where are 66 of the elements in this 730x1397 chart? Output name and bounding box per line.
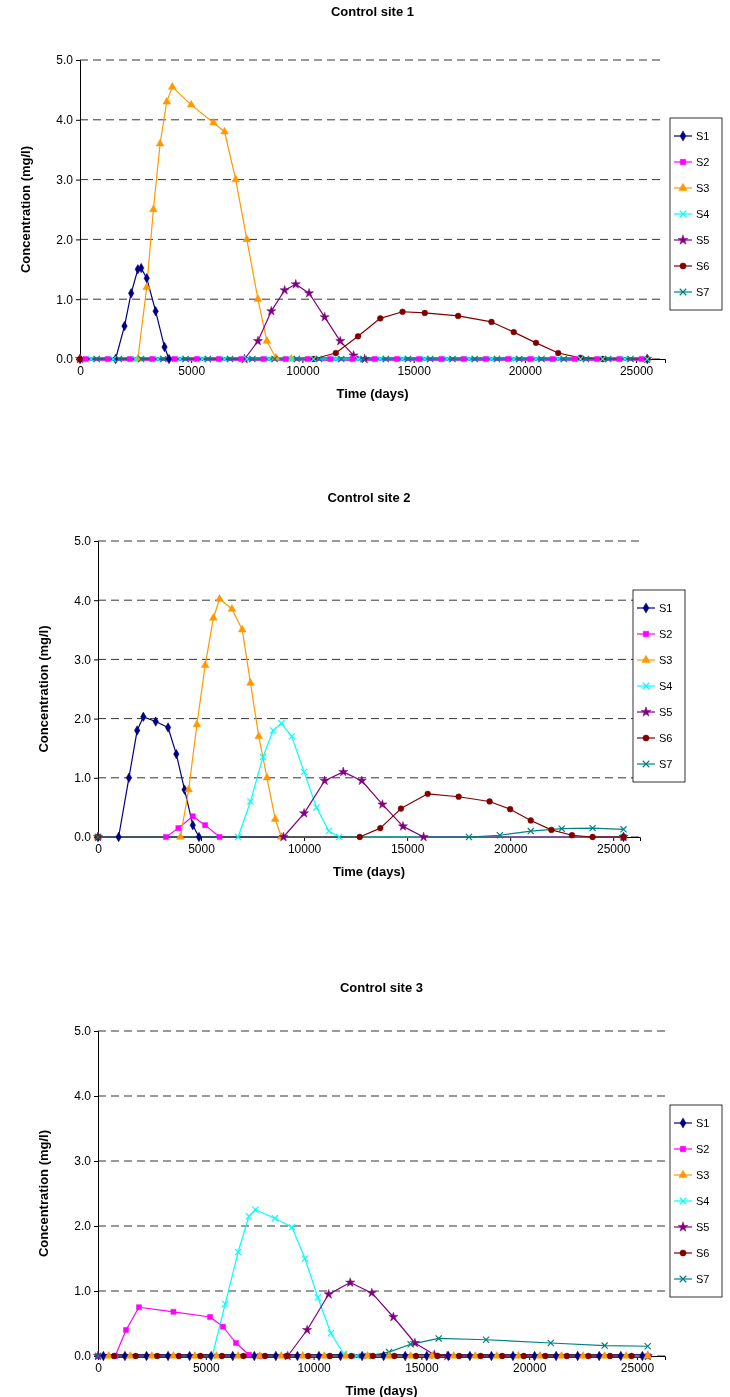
- y-tick-label: 1.0: [74, 1284, 92, 1299]
- y-tick-label: 2.0: [74, 711, 92, 726]
- x-tick-label: 5000: [188, 841, 216, 856]
- legend-label: S7: [696, 286, 710, 298]
- x-tick-label: 15000: [390, 841, 425, 856]
- legend-label: S6: [696, 260, 710, 272]
- legend-label: S1: [696, 130, 710, 142]
- chart-title: Control site 3: [339, 980, 424, 995]
- y-axis-title: Concentration (mg/l): [36, 625, 51, 753]
- legend-label: S3: [659, 654, 673, 666]
- x-tick-label: 15000: [397, 363, 432, 378]
- y-tick-label: 5.0: [74, 1024, 92, 1039]
- chart-title: Control site 1: [330, 4, 415, 19]
- y-tick-label: 0.0: [74, 1349, 92, 1364]
- y-tick-label: 4.0: [74, 593, 92, 608]
- y-tick-label: 3.0: [56, 172, 74, 187]
- y-tick-label: 1.0: [74, 771, 92, 786]
- y-axis-title: Concentration (mg/l): [36, 1129, 51, 1258]
- y-tick-label: 5.0: [74, 534, 92, 549]
- legend-label: S4: [696, 208, 710, 220]
- x-tick-label: 0: [95, 1360, 103, 1375]
- y-tick-label: 3.0: [74, 652, 92, 667]
- x-tick-label: 10000: [286, 363, 320, 378]
- chart-title: Control site 2: [327, 490, 411, 505]
- legend-label: S3: [696, 1169, 710, 1181]
- y-axis-title: Concentration (mg/l): [18, 145, 33, 274]
- x-tick-label: 15000: [405, 1360, 439, 1375]
- legend-label: S2: [696, 1143, 710, 1155]
- x-tick-label: 0: [95, 841, 103, 856]
- y-tick-label: 3.0: [74, 1154, 92, 1169]
- legend-label: S3: [696, 182, 710, 194]
- y-tick-label: 2.0: [56, 232, 74, 247]
- legend-label: S1: [696, 1117, 710, 1129]
- legend-label: S2: [696, 156, 710, 168]
- x-tick-label: 25000: [619, 363, 654, 378]
- y-tick-label: 5.0: [56, 53, 74, 68]
- legend-label: S5: [696, 1221, 710, 1233]
- x-tick-label: 20000: [512, 1360, 547, 1375]
- y-tick-label: 0.0: [56, 352, 74, 367]
- x-tick-label: 5000: [192, 1360, 220, 1375]
- y-tick-label: 4.0: [74, 1089, 92, 1104]
- x-tick-label: 25000: [597, 841, 631, 856]
- x-tick-label: 20000: [493, 841, 528, 856]
- x-axis-title: Time (days): [345, 1383, 418, 1397]
- x-tick-label: 5000: [178, 363, 206, 378]
- x-tick-label: 0: [77, 363, 85, 378]
- legend-label: S7: [659, 758, 673, 770]
- legend-label: S6: [696, 1247, 710, 1259]
- legend-label: S5: [659, 706, 673, 718]
- legend-label: S7: [696, 1273, 710, 1285]
- x-tick-label: 20000: [508, 363, 543, 378]
- y-tick-label: 4.0: [56, 113, 74, 128]
- y-tick-label: 1.0: [56, 292, 74, 307]
- legend-label: S2: [659, 628, 673, 640]
- legend-label: S5: [696, 234, 710, 246]
- x-tick-label: 10000: [297, 1360, 332, 1375]
- x-axis-title: Time (days): [332, 864, 406, 879]
- y-tick-label: 2.0: [74, 1219, 92, 1234]
- legend-label: S1: [659, 602, 673, 614]
- x-tick-label: 25000: [620, 1360, 655, 1375]
- x-tick-label: 10000: [287, 841, 322, 856]
- legend-label: S6: [659, 732, 673, 744]
- legend-label: S4: [696, 1195, 710, 1207]
- legend-label: S4: [659, 680, 673, 692]
- x-axis-title: Time (days): [336, 386, 409, 401]
- y-tick-label: 0.0: [74, 830, 92, 845]
